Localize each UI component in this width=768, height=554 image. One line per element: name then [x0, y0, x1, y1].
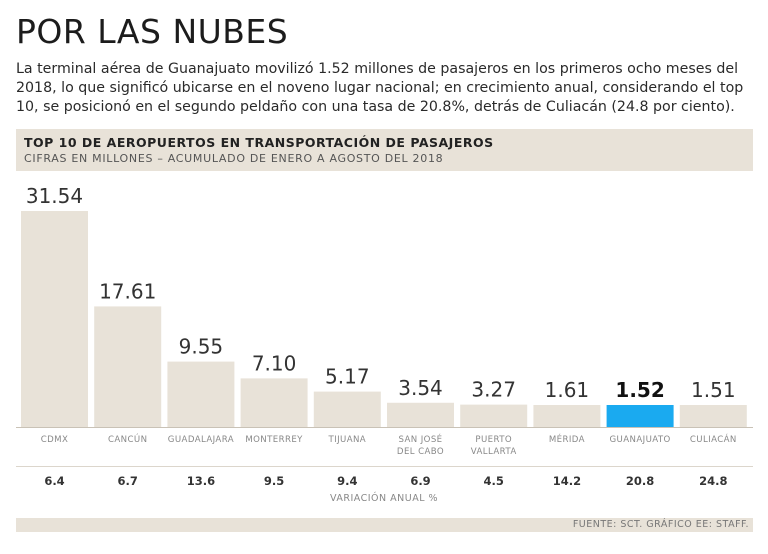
category-label-7: PUERTO [475, 435, 512, 445]
value-label-8: 1.61 [545, 378, 590, 402]
category-label-6: DEL CABO [397, 447, 444, 457]
bar-4 [240, 378, 308, 427]
bar-7 [460, 404, 528, 427]
category-label-1: CDMX [41, 435, 69, 445]
growth-value-10: 24.8 [699, 474, 727, 488]
value-label-5: 5.17 [325, 365, 370, 389]
bar-6 [387, 402, 454, 427]
category-label-5: TIJUANA [327, 435, 366, 445]
bar-1 [21, 211, 88, 427]
bar-10 [679, 405, 747, 427]
category-label-3: GUADALAJARA [168, 435, 234, 445]
value-label-2: 17.61 [99, 279, 156, 303]
growth-value-8: 14.2 [553, 474, 581, 488]
growth-value-2: 6.7 [118, 474, 138, 488]
footer-bar: FUENTE: SCT. GRÁFICO EE: STAFF. [16, 518, 753, 532]
chart-title: TOP 10 DE AEROPUERTOS EN TRANSPORTACIÓN … [24, 135, 494, 150]
bar-chart: 31.54 CDMX 6.4 17.61 CANCÚN 6.7 9.55 GUADALAJAR… [16, 184, 753, 488]
source-credit: FUENTE: SCT. GRÁFICO EE: STAFF. [572, 519, 749, 530]
bar-8 [533, 405, 601, 427]
category-label-10: CULIACÁN [690, 433, 737, 445]
growth-value-6: 6.9 [410, 474, 430, 488]
chart-subtitle: CIFRAS EN MILLONES – ACUMULADO DE ENERO … [24, 152, 444, 165]
value-label-10: 1.51 [691, 378, 736, 402]
chart-header: TOP 10 DE AEROPUERTOS EN TRANSPORTACIÓN … [16, 129, 753, 171]
category-label-8: MÉRIDA [549, 433, 585, 445]
bar-3 [167, 361, 235, 427]
bar-2 [94, 306, 162, 427]
value-label-3: 9.55 [179, 335, 224, 359]
category-label-6: SAN JOSÉ [398, 433, 442, 445]
growth-value-9: 20.8 [626, 474, 654, 488]
growth-axis-label: VARIACIÓN ANUAL % [329, 493, 439, 504]
category-label-9: GUANAJUATO [610, 435, 671, 445]
value-label-6: 3.54 [398, 376, 443, 400]
bar-5 [313, 391, 381, 427]
value-label-4: 7.10 [252, 351, 297, 375]
category-label-7: VALLARTA [471, 447, 517, 457]
value-label-7: 3.27 [471, 378, 516, 402]
bar-9 [606, 405, 674, 427]
growth-value-1: 6.4 [44, 474, 64, 488]
growth-value-3: 13.6 [187, 474, 215, 488]
category-label-2: CANCÚN [108, 433, 147, 445]
growth-value-5: 9.4 [337, 474, 357, 488]
value-label-1: 31.54 [26, 184, 83, 208]
value-label-9: 1.52 [615, 378, 664, 402]
category-label-4: MONTERREY [245, 435, 303, 445]
growth-value-7: 4.5 [484, 474, 504, 488]
intro-paragraph: La terminal aérea de Guanajuato movilizó… [16, 61, 744, 115]
growth-value-4: 9.5 [264, 474, 284, 488]
headline: POR LAS NUBES [16, 12, 289, 51]
